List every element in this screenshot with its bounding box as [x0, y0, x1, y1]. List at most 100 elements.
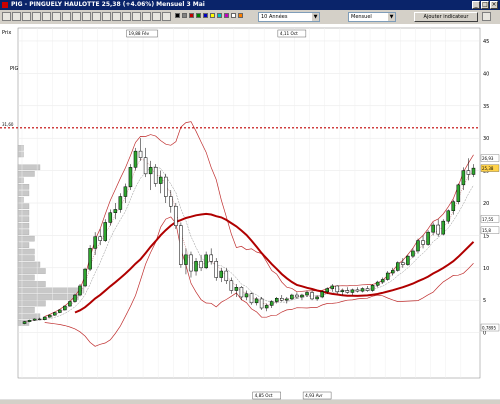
candle-down: [259, 298, 264, 309]
moving-average-fast: [24, 158, 474, 322]
volume-profile-bar: [17, 281, 46, 287]
volume-profile-bar: [17, 242, 30, 248]
color-swatch-red[interactable]: [189, 13, 194, 18]
candle-up: [68, 301, 72, 307]
low-callout-2-box: [302, 391, 332, 400]
chevron-down-icon: ▼: [312, 13, 319, 21]
color-swatch-blue[interactable]: [203, 13, 208, 18]
color-swatch-gray[interactable]: [182, 13, 187, 18]
candle-up: [315, 296, 319, 300]
candle-up: [380, 279, 385, 283]
candle-up: [360, 288, 365, 292]
close-button[interactable]: ×: [490, 1, 498, 9]
text-tool-icon[interactable]: [22, 12, 31, 21]
y-tick-label: 10: [483, 266, 489, 272]
color-swatch-white[interactable]: [231, 13, 236, 18]
period-select[interactable]: 10 Années ▼: [258, 12, 320, 22]
ticker-label: PIG: [10, 66, 18, 72]
candle-up: [113, 209, 118, 213]
candle-down: [249, 293, 254, 304]
volume-profile-bar: [17, 164, 41, 171]
candle-up: [320, 291, 324, 298]
candle-down: [401, 262, 405, 265]
settings-icon[interactable]: [132, 12, 141, 21]
volume-profile-bar: [17, 216, 30, 222]
candle-up: [451, 201, 456, 212]
chart-area[interactable]: PrixPIG0510152025303540451999AvrJulOct20…: [0, 24, 500, 404]
volume-profile-bar: [17, 255, 35, 261]
price-chart[interactable]: PrixPIG0510152025303540451999AvrJulOct20…: [0, 24, 500, 404]
y-tick-label: 15: [483, 233, 489, 239]
scale-select[interactable]: Mensuel ▼: [348, 12, 396, 22]
channel-tool-icon[interactable]: [52, 12, 61, 21]
color-swatch-cyan[interactable]: [217, 13, 222, 18]
volume-profile-bar: [17, 171, 35, 177]
value-tag-high: 26,93: [482, 156, 494, 161]
volume-profile-bar: [17, 145, 24, 151]
candle-up: [83, 268, 87, 287]
line-tool-icon[interactable]: [12, 12, 21, 21]
eraser-tool-icon[interactable]: [62, 12, 71, 21]
redo-icon[interactable]: [112, 12, 121, 21]
color-swatch-magenta[interactable]: [224, 13, 229, 18]
add-indicator-button[interactable]: Ajouter indicateur: [414, 12, 478, 22]
candle-down: [229, 280, 234, 291]
volume-profile-bar: [17, 294, 79, 300]
candle-up: [461, 170, 466, 186]
candle-up: [27, 320, 32, 322]
candle-down: [37, 318, 42, 320]
candle-up: [290, 294, 294, 300]
band-top-callout: 4,11 Oct: [280, 31, 298, 36]
chart-close-icon[interactable]: [482, 12, 491, 21]
candle-up: [325, 288, 329, 293]
delete-icon[interactable]: [122, 12, 131, 21]
help-icon[interactable]: [162, 12, 171, 21]
value-tag-last: 25,38: [482, 166, 494, 171]
candle-up: [158, 176, 163, 184]
candle-up: [300, 294, 304, 298]
volume-profile-bar: [17, 261, 41, 268]
candle-down: [169, 196, 173, 207]
candle-down: [189, 254, 193, 272]
value-tag-last-bg: [480, 164, 500, 172]
color-swatch-black[interactable]: [175, 13, 180, 18]
minimize-button[interactable]: _: [472, 1, 480, 9]
candle-down: [355, 289, 360, 292]
resistance-label: 31,60: [2, 122, 14, 127]
print-icon[interactable]: [72, 12, 81, 21]
peak-callout: 19,88 Fév: [129, 31, 150, 36]
candle-up: [128, 167, 133, 188]
chart-type-icon[interactable]: [152, 12, 161, 21]
volume-profile-bar: [17, 307, 35, 313]
candle-up: [103, 222, 107, 241]
color-swatch-orange[interactable]: [238, 13, 243, 18]
volume-profile-bar: [17, 177, 24, 184]
candle-up: [42, 316, 47, 320]
candle-up: [219, 270, 224, 278]
color-swatch-yellow[interactable]: [210, 13, 215, 18]
candle-up: [375, 281, 380, 286]
color-swatch-green[interactable]: [196, 13, 201, 18]
copy-icon[interactable]: [92, 12, 101, 21]
toolbar: 10 Années ▼ Mensuel ▼ Ajouter indicateur: [0, 10, 500, 25]
maximize-button[interactable]: □: [481, 1, 489, 9]
undo-icon[interactable]: [102, 12, 111, 21]
candle-up: [118, 196, 123, 210]
candle-down: [365, 288, 370, 291]
chevron-down-icon: ▼: [388, 13, 395, 21]
candle-up: [108, 212, 113, 223]
candle-up: [431, 224, 435, 233]
cursor-tool-icon[interactable]: [2, 12, 11, 21]
y-tick-label: 5: [483, 298, 486, 304]
candle-down: [174, 205, 178, 226]
candle-up: [446, 210, 451, 222]
value-tag-mid2-bg: [480, 226, 500, 234]
bollinger-lower-band: [44, 216, 474, 347]
candle-up: [416, 240, 420, 252]
window-title: PIG - PINGUELY HAULOTTE 25,38 (+4.06%) M…: [11, 1, 205, 8]
save-icon[interactable]: [82, 12, 91, 21]
candle-up: [396, 262, 400, 271]
fibonacci-tool-icon[interactable]: [42, 12, 51, 21]
zoom-tool-icon[interactable]: [32, 12, 41, 21]
grid-icon[interactable]: [142, 12, 151, 21]
